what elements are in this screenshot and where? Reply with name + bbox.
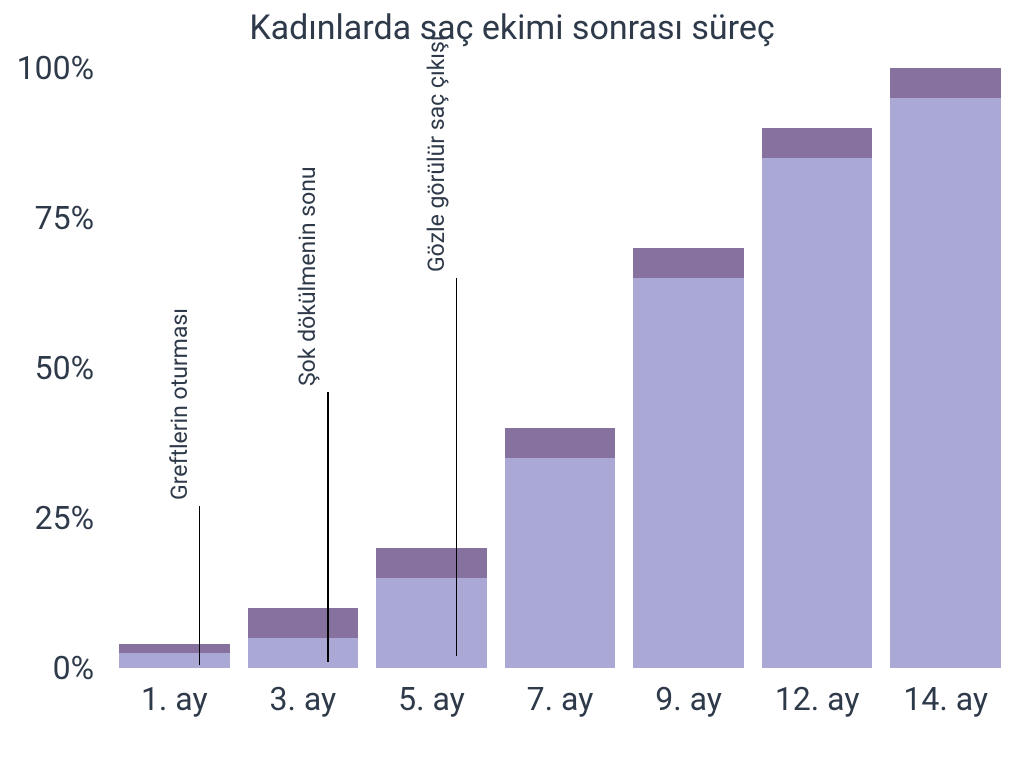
plot-area: Greftlerin oturmasıŞok dökülmenin sonuGö… <box>110 68 1010 668</box>
bar-segment-light <box>505 458 616 668</box>
bar-segment-light <box>376 578 487 668</box>
bar-segment-dark <box>505 428 616 458</box>
y-tick-label: 100% <box>17 49 94 87</box>
y-tick-label: 0% <box>53 649 94 687</box>
bar-segment-dark <box>248 608 359 638</box>
annotation-label: Şok dökülmenin sonu <box>294 166 321 386</box>
chart-title: Kadınlarda saç ekimi sonrası süreç <box>0 8 1024 48</box>
bar-segment-light <box>762 158 873 668</box>
x-tick-label: 9. ay <box>655 680 722 718</box>
y-tick-label: 25% <box>35 499 94 537</box>
y-axis: 0%25%50%75%100% <box>0 68 102 668</box>
annotation-label: Gözle görülür saç çıkışı <box>423 35 450 272</box>
bar-segment-light <box>119 653 230 668</box>
bar <box>505 68 616 668</box>
bar <box>762 68 873 668</box>
x-tick-label: 5. ay <box>398 680 465 718</box>
x-tick-label: 12. ay <box>775 680 860 718</box>
bar-segment-dark <box>633 248 744 278</box>
bar <box>633 68 744 668</box>
annotation-label: Greftlerin oturması <box>166 308 193 500</box>
y-tick-label: 50% <box>35 349 94 387</box>
y-tick-label: 75% <box>35 199 94 237</box>
annotation-line <box>456 278 458 656</box>
x-tick-label: 14. ay <box>903 680 988 718</box>
bar-segment-dark <box>890 68 1001 98</box>
x-tick-label: 1. ay <box>141 680 208 718</box>
annotation-line <box>327 392 329 662</box>
bar-segment-light <box>248 638 359 668</box>
bar-segment-dark <box>376 548 487 578</box>
annotation-line <box>199 506 201 665</box>
x-tick-label: 3. ay <box>270 680 337 718</box>
bar-segment-dark <box>762 128 873 158</box>
bar-segment-light <box>890 98 1001 668</box>
x-tick-label: 7. ay <box>527 680 594 718</box>
x-axis: 1. ay 3. ay 5. ay 7. ay 9. ay 12. ay 14. ay <box>110 672 1010 762</box>
bar-segment-dark <box>119 644 230 653</box>
bar <box>890 68 1001 668</box>
bar-segment-light <box>633 278 744 668</box>
